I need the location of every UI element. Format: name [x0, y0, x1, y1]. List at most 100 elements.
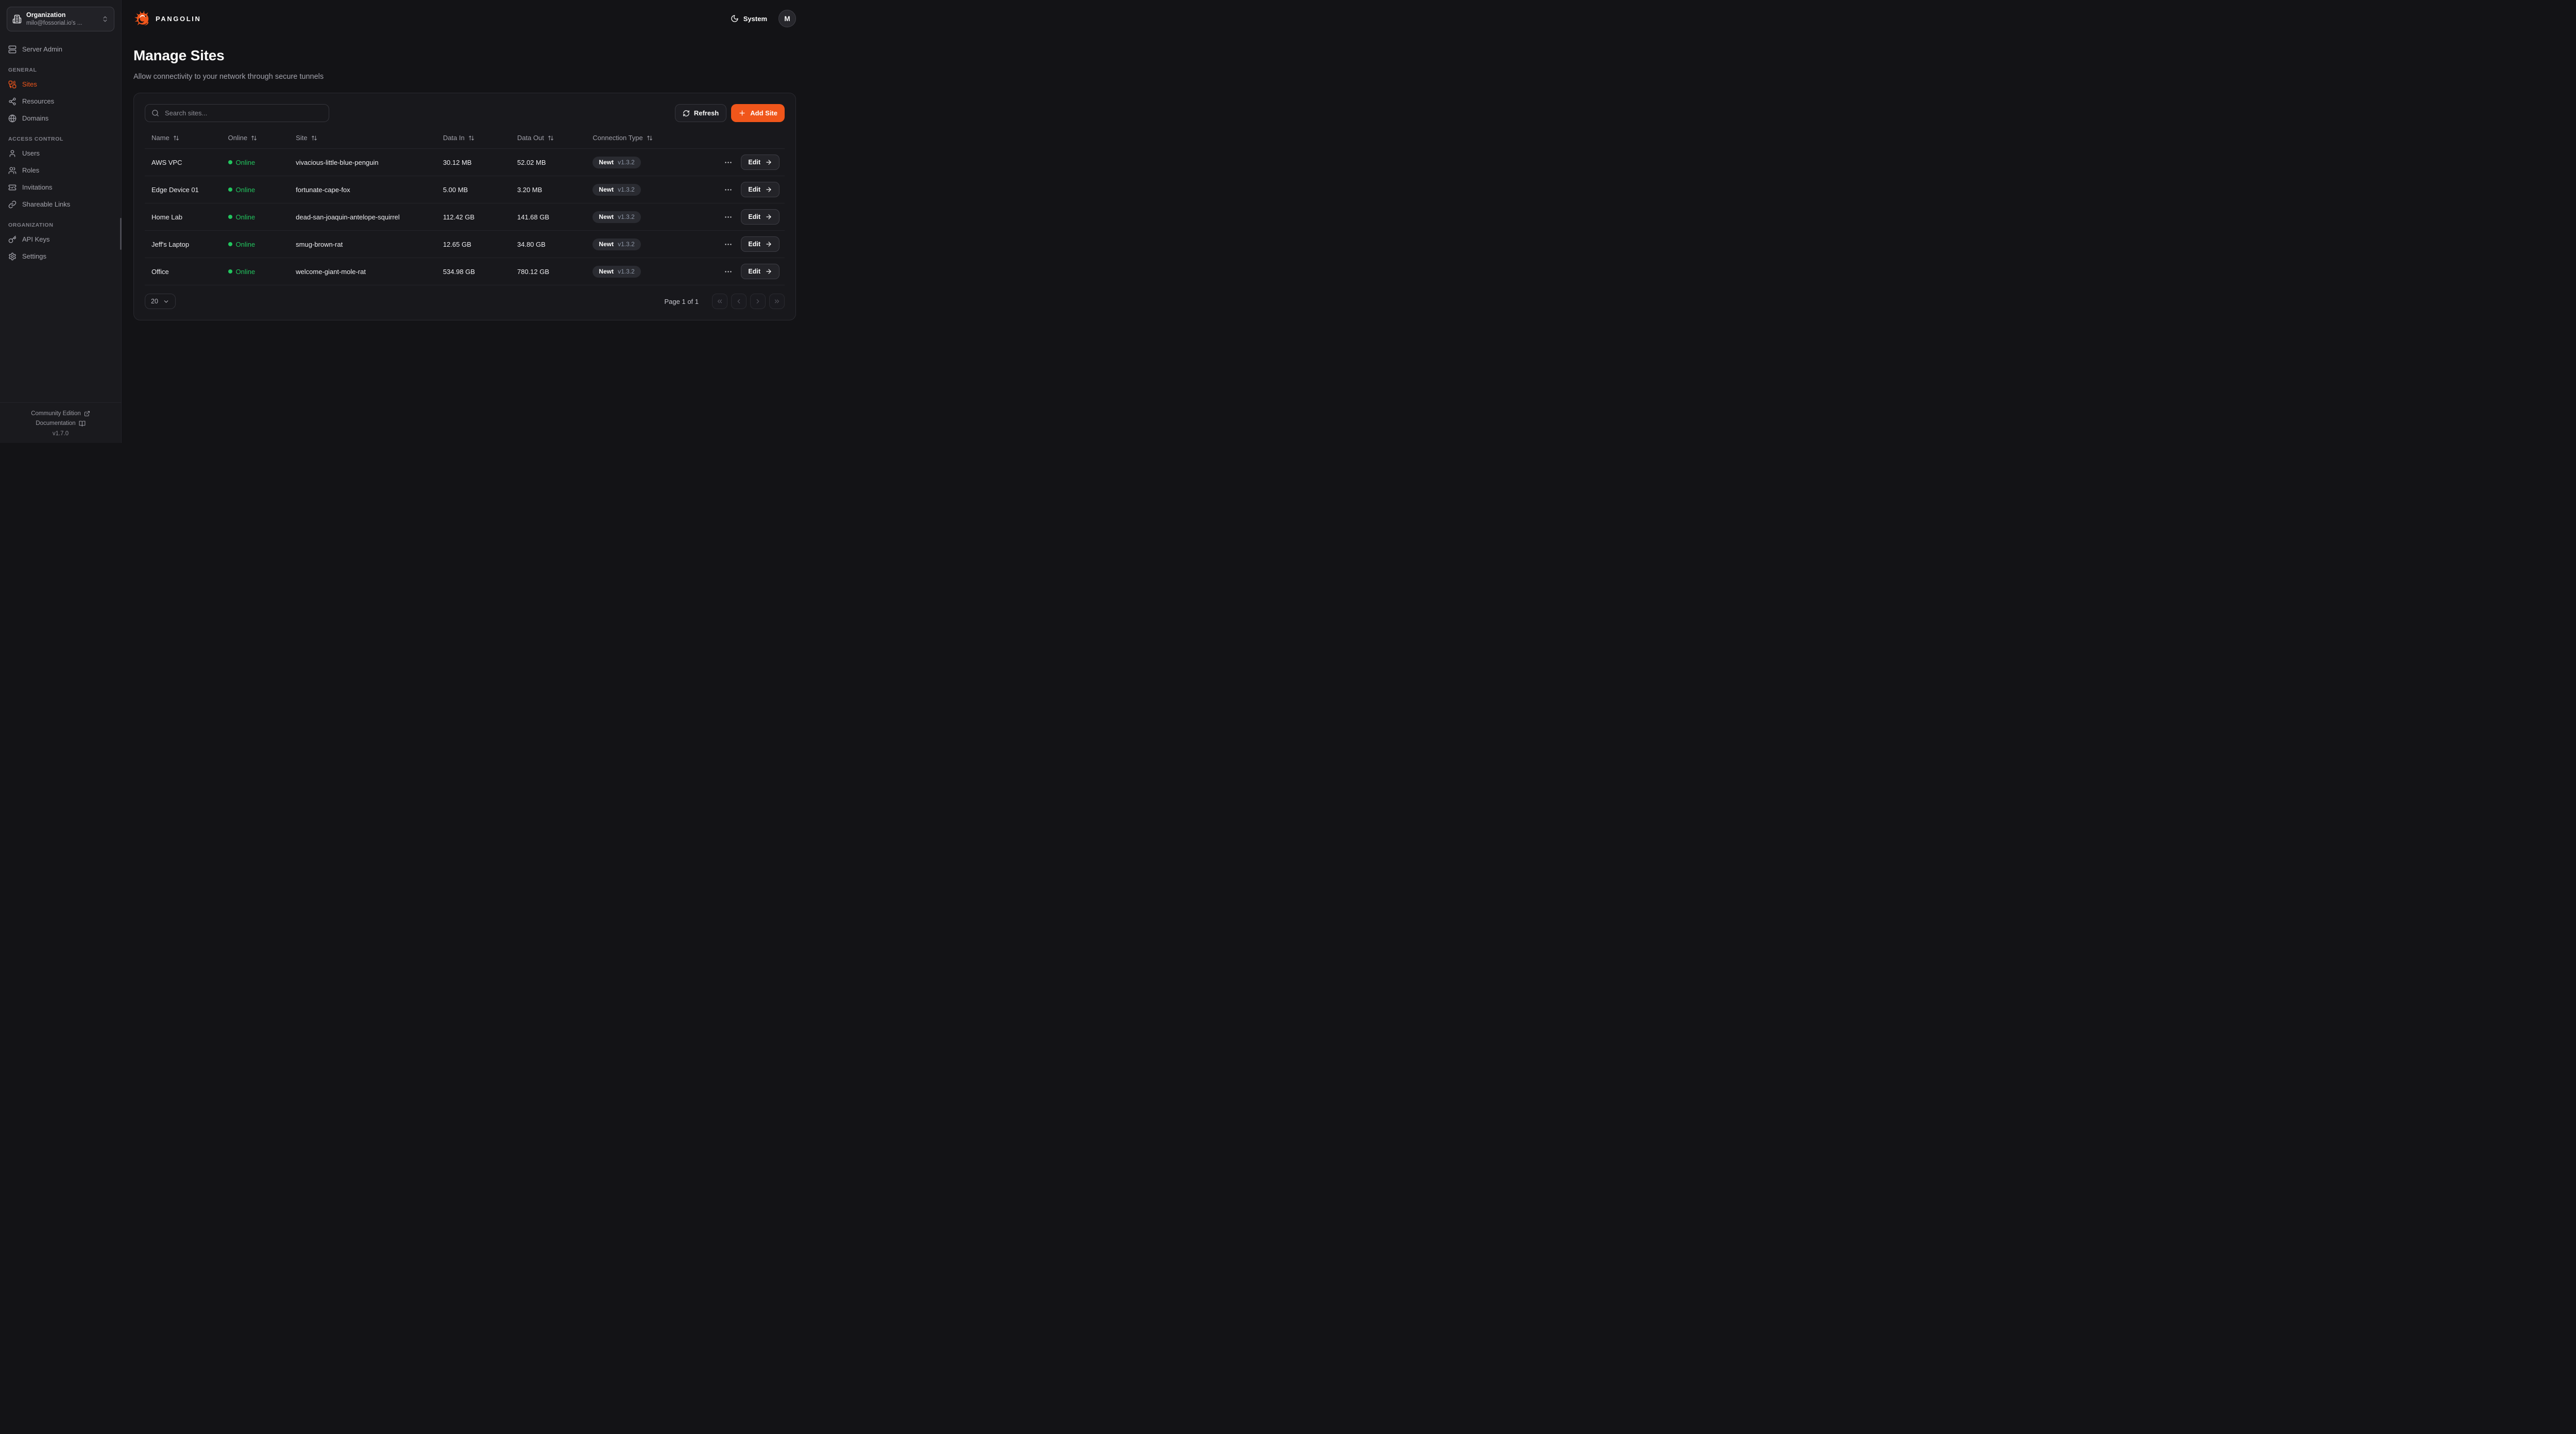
table-footer: 20 Page 1 of 1: [145, 294, 785, 310]
gear-icon: [8, 252, 16, 261]
search-box[interactable]: [145, 104, 329, 123]
arrow-up-down-icon: [173, 135, 179, 141]
sites-table: Name Online Site Data In Data Out Connec…: [145, 129, 785, 286]
arrow-right-icon: [765, 159, 772, 166]
add-site-button[interactable]: Add Site: [731, 104, 785, 123]
sidebar-item-label: Invitations: [22, 183, 53, 192]
moon-icon: [731, 14, 739, 23]
sidebar-footer: Community Edition Documentation v1.7.0: [0, 402, 121, 443]
online-dot-icon: [228, 187, 232, 192]
column-header-online[interactable]: Online: [228, 134, 258, 142]
sidebar-item-settings[interactable]: Settings: [0, 248, 121, 265]
avatar[interactable]: M: [778, 10, 796, 27]
edit-label: Edit: [748, 213, 760, 221]
book-open-icon: [79, 420, 86, 427]
theme-toggle[interactable]: System: [731, 14, 767, 23]
edit-button[interactable]: Edit: [741, 182, 779, 198]
page-size-value: 20: [151, 298, 158, 305]
edit-button[interactable]: Edit: [741, 236, 779, 252]
edit-label: Edit: [748, 268, 760, 276]
row-menu-button[interactable]: [722, 266, 734, 278]
documentation-label: Documentation: [36, 420, 76, 426]
status-label: Online: [235, 240, 256, 248]
sidebar-item-label: Resources: [22, 97, 55, 106]
edit-button[interactable]: Edit: [741, 155, 779, 170]
sidebar-item-resources[interactable]: Resources: [0, 93, 121, 110]
site-name: Edge Device 01: [151, 185, 199, 194]
connection-name: Newt: [599, 241, 614, 248]
section-title-general: GENERAL: [8, 67, 37, 74]
row-menu-button[interactable]: [722, 184, 734, 196]
sidebar-item-label: Domains: [22, 114, 49, 123]
connection-type-badge: Newt v1.3.2: [592, 183, 641, 196]
row-menu-button[interactable]: [722, 238, 734, 250]
documentation-link[interactable]: Documentation: [4, 418, 117, 429]
column-header-data-in[interactable]: Data In: [443, 134, 474, 142]
sidebar-item-server-admin[interactable]: Server Admin: [0, 41, 121, 58]
arrow-up-down-icon: [468, 135, 474, 141]
brand-logo[interactable]: PANGOLIN: [133, 10, 201, 27]
org-selector[interactable]: Organization milo@fossorial.io's ...: [7, 7, 114, 32]
card-toolbar: Refresh Add Site: [145, 104, 785, 123]
connection-version: v1.3.2: [618, 159, 635, 166]
first-page-button[interactable]: [712, 294, 727, 310]
search-input[interactable]: [164, 109, 323, 118]
sidebar-item-users[interactable]: Users: [0, 145, 121, 162]
ellipsis-icon: [724, 240, 733, 249]
prev-page-button[interactable]: [731, 294, 747, 310]
sidebar-item-invitations[interactable]: Invitations: [0, 179, 121, 196]
last-page-button[interactable]: [769, 294, 785, 310]
community-edition-link[interactable]: Community Edition: [4, 408, 117, 418]
connection-version: v1.3.2: [618, 186, 635, 194]
top-bar-right: System M: [731, 10, 796, 27]
edit-button[interactable]: Edit: [741, 209, 779, 225]
chevrons-up-down-icon: [101, 15, 109, 23]
sidebar-item-label: Roles: [22, 166, 40, 175]
connection-name: Newt: [599, 213, 614, 221]
status-label: Online: [235, 213, 256, 221]
sidebar-item-api-keys[interactable]: API Keys: [0, 231, 121, 248]
refresh-button[interactable]: Refresh: [674, 104, 727, 123]
column-header-data-out[interactable]: Data Out: [517, 134, 554, 142]
table-header-row: Name Online Site Data In Data Out Connec…: [145, 129, 785, 149]
ticket-check-icon: [8, 183, 16, 192]
column-header-connection-type[interactable]: Connection Type: [592, 134, 652, 142]
sidebar: Organization milo@fossorial.io's ... Ser…: [0, 0, 122, 443]
sidebar-scrollbar[interactable]: [120, 218, 122, 250]
status-badge: Online: [228, 213, 256, 221]
page-size-select[interactable]: 20: [145, 294, 176, 310]
sidebar-item-label: API Keys: [22, 235, 50, 244]
site-identifier: fortunate-cape-fox: [296, 185, 350, 194]
edit-button[interactable]: Edit: [741, 264, 779, 280]
row-menu-button[interactable]: [722, 211, 734, 223]
chevron-right-icon: [754, 298, 761, 305]
ellipsis-icon: [724, 267, 733, 276]
theme-label: System: [743, 14, 767, 23]
site-identifier: vivacious-little-blue-penguin: [296, 158, 379, 166]
arrow-up-down-icon: [548, 135, 554, 141]
edit-label: Edit: [748, 241, 760, 248]
data-out-value: 34.80 GB: [517, 240, 546, 248]
sidebar-item-domains[interactable]: Domains: [0, 110, 121, 127]
edit-label: Edit: [748, 186, 760, 194]
sidebar-item-sites[interactable]: Sites: [0, 76, 121, 93]
site-name: AWS VPC: [151, 158, 182, 166]
sidebar-item-roles[interactable]: Roles: [0, 162, 121, 179]
users-icon: [8, 166, 16, 175]
table-row: Edge Device 01 Online fortunate-cape-fox…: [145, 176, 785, 204]
next-page-button[interactable]: [750, 294, 766, 310]
ellipsis-icon: [724, 213, 733, 221]
column-header-site[interactable]: Site: [296, 134, 317, 142]
connection-name: Newt: [599, 186, 614, 194]
connection-version: v1.3.2: [618, 241, 635, 248]
section-title-organization: ORGANIZATION: [8, 222, 54, 229]
section-title-access-control: ACCESS CONTROL: [8, 136, 63, 143]
chevrons-left-icon: [716, 298, 723, 305]
link-icon: [8, 200, 16, 209]
row-menu-button[interactable]: [722, 157, 734, 168]
search-icon: [151, 109, 159, 117]
sidebar-item-shareable-links[interactable]: Shareable Links: [0, 196, 121, 213]
table-body: AWS VPC Online vivacious-little-blue-pen…: [145, 148, 785, 286]
key-icon: [8, 235, 16, 244]
column-header-name[interactable]: Name: [151, 134, 179, 142]
